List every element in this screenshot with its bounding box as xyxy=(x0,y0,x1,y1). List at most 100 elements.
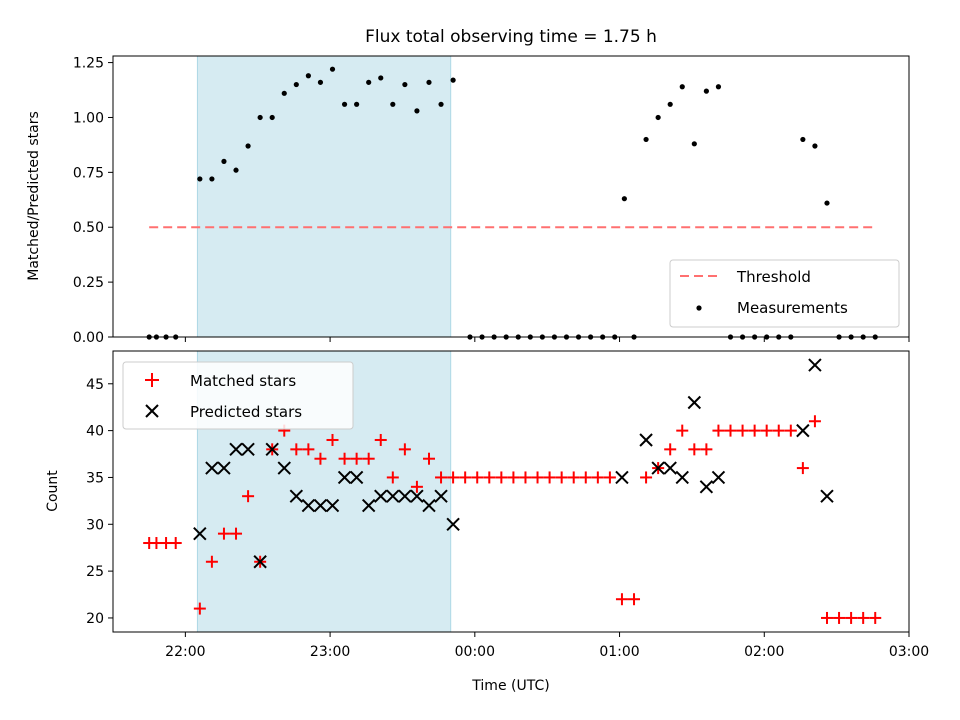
bottom-y-tick-label: 45 xyxy=(86,377,104,393)
legend-measurements-swatch xyxy=(696,305,702,311)
matched-star-point xyxy=(567,471,580,484)
predicted-star-point xyxy=(446,517,460,531)
legend-predicted-label: Predicted stars xyxy=(190,403,302,421)
x-axis-label: Time (UTC) xyxy=(471,678,549,694)
matched-star-point xyxy=(386,471,399,484)
predicted-star-point xyxy=(325,498,340,513)
measurement-point xyxy=(643,136,649,143)
predicted-star-point xyxy=(313,498,328,513)
matched-star-point xyxy=(374,433,387,446)
predicted-star-point xyxy=(386,489,400,503)
top-y-tick-label: 1.00 xyxy=(73,110,104,126)
predicted-star-point xyxy=(699,480,714,494)
matched-star-point xyxy=(736,424,749,437)
predicted-star-point xyxy=(651,461,665,475)
matched-star-point xyxy=(688,443,701,456)
x-tick-label: 00:00 xyxy=(455,644,495,660)
measurement-point xyxy=(257,114,263,121)
legend-threshold-label: Threshold xyxy=(736,268,811,286)
matched-star-point xyxy=(302,443,315,456)
matched-star-point xyxy=(314,452,327,465)
matched-star-point xyxy=(857,611,870,624)
matched-star-point xyxy=(217,527,230,540)
bottom-x-ticks: 22:00 23:00 00:00 01:00 02:00 03:00 xyxy=(165,632,929,660)
measurement-point xyxy=(366,79,372,85)
matched-star-point xyxy=(784,424,797,437)
top-y-axis-label: Matched/Predicted stars xyxy=(26,111,42,281)
matched-star-point xyxy=(869,611,882,624)
measurement-point xyxy=(245,143,251,149)
measurement-point xyxy=(341,101,348,107)
measurement-point xyxy=(269,114,275,121)
predicted-star-point xyxy=(615,470,629,485)
predicted-star-point xyxy=(808,358,822,372)
x-tick-label: 01:00 xyxy=(599,644,639,660)
matched-star-point xyxy=(483,471,496,484)
bottom-axes-frame xyxy=(112,350,910,633)
predicted-star-point xyxy=(410,489,424,503)
ratio-panel: 0.00 0.25 0.50 0.75 1.00 1.25 Flux total obse… xyxy=(26,27,910,346)
measurement-point xyxy=(317,79,324,85)
matched-star-point xyxy=(338,452,351,465)
predicted-star-point xyxy=(241,442,255,457)
predicted-star-point xyxy=(820,489,834,503)
matched-star-point xyxy=(700,443,713,456)
x-tick-label: 02:00 xyxy=(744,644,784,660)
legend-matched-swatch xyxy=(145,373,159,387)
measurement-point xyxy=(390,101,396,107)
predicted-star-point xyxy=(398,489,412,503)
top-y-tick-label: 0.00 xyxy=(73,330,104,346)
bottom-y-tick-label: 35 xyxy=(86,470,104,486)
predicted-star-point xyxy=(193,526,207,541)
matched-star-point xyxy=(230,527,243,540)
matched-star-point xyxy=(205,555,218,568)
matched-star-point xyxy=(676,424,689,437)
top-y-ticks: 0.00 0.25 0.50 0.75 1.00 1.25 xyxy=(73,56,113,346)
legend-measurements-label: Measurements xyxy=(737,299,848,317)
top-y-tick-label: 1.25 xyxy=(73,56,104,72)
predicted-star-point xyxy=(265,442,279,457)
matched-star-point xyxy=(820,611,833,624)
matched-star-point xyxy=(507,471,520,484)
matched-star-point xyxy=(435,471,448,484)
matched-star-point xyxy=(833,611,846,624)
measurement-point xyxy=(824,200,830,206)
predicted-star-point xyxy=(337,470,352,485)
top-legend: Threshold Measurements xyxy=(669,259,900,328)
predicted-star-point xyxy=(711,470,726,485)
measurement-point xyxy=(281,90,287,96)
predicted-star-point xyxy=(277,461,291,475)
predicted-star-point xyxy=(361,498,376,513)
measurement-point xyxy=(703,88,709,94)
measurement-point xyxy=(438,101,444,107)
predicted-star-point xyxy=(349,470,364,485)
matched-star-point xyxy=(531,471,544,484)
x-tick-label: 22:00 xyxy=(165,644,205,660)
matched-star-point xyxy=(640,471,653,484)
matched-star-point xyxy=(615,593,628,606)
legend-matched-label: Matched stars xyxy=(190,372,296,390)
measurement-point xyxy=(812,143,818,149)
matched-star-point xyxy=(169,537,182,550)
top-legend-box xyxy=(669,259,900,328)
matched-star-point xyxy=(796,462,809,475)
matched-star-point xyxy=(664,443,677,456)
predicted-star-point xyxy=(687,395,702,410)
bottom-y-axis-label: Count xyxy=(45,470,61,512)
bottom-y-tick-label: 30 xyxy=(86,517,104,533)
measurement-point xyxy=(197,176,203,182)
predicted-star-point xyxy=(253,555,267,569)
measurement-point xyxy=(233,167,239,173)
x-tick-label: 23:00 xyxy=(310,644,350,660)
measurement-point xyxy=(655,114,661,121)
measurement-point xyxy=(679,84,685,90)
measurement-point xyxy=(305,73,311,79)
matched-star-point xyxy=(591,471,604,484)
matched-star-point xyxy=(410,480,423,493)
matched-star-point xyxy=(326,433,339,446)
matched-stars-points xyxy=(143,415,882,624)
matched-star-point xyxy=(290,443,303,456)
measurement-point xyxy=(800,136,806,143)
top-y-tick-label: 0.75 xyxy=(73,165,104,181)
